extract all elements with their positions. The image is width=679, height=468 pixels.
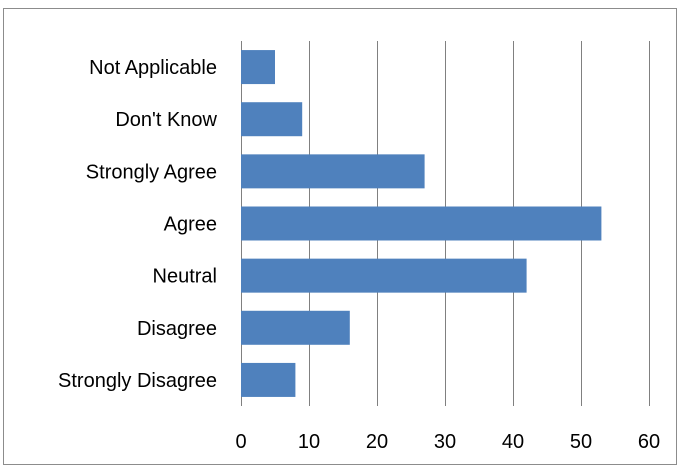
bar	[241, 154, 425, 189]
x-tick-label: 20	[366, 431, 388, 453]
category-label: Strongly Agree	[86, 161, 217, 183]
category-label: Strongly Disagree	[58, 370, 217, 392]
bar	[241, 258, 527, 293]
x-tick-label: 10	[298, 431, 320, 453]
bars	[241, 50, 602, 397]
x-tick-label: 0	[235, 431, 246, 453]
category-label: Neutral	[153, 266, 217, 288]
bar	[241, 310, 350, 345]
x-tick-label: 60	[638, 431, 660, 453]
x-tick-label: 50	[570, 431, 592, 453]
category-label: Agree	[164, 214, 217, 236]
bar	[241, 102, 303, 137]
category-label: Not Applicable	[89, 57, 217, 79]
bar	[241, 362, 296, 397]
category-labels: Not Applicable Don't Know Strongly Agree Ag…	[58, 57, 218, 392]
bar	[241, 50, 275, 85]
x-tick-label: 30	[434, 431, 456, 453]
x-tick-labels: 0 10 20 30 40 50 60	[235, 431, 660, 453]
category-label: Don't Know	[115, 109, 217, 131]
x-tick-label: 40	[502, 431, 524, 453]
category-label: Disagree	[137, 318, 217, 340]
bar	[241, 206, 602, 241]
